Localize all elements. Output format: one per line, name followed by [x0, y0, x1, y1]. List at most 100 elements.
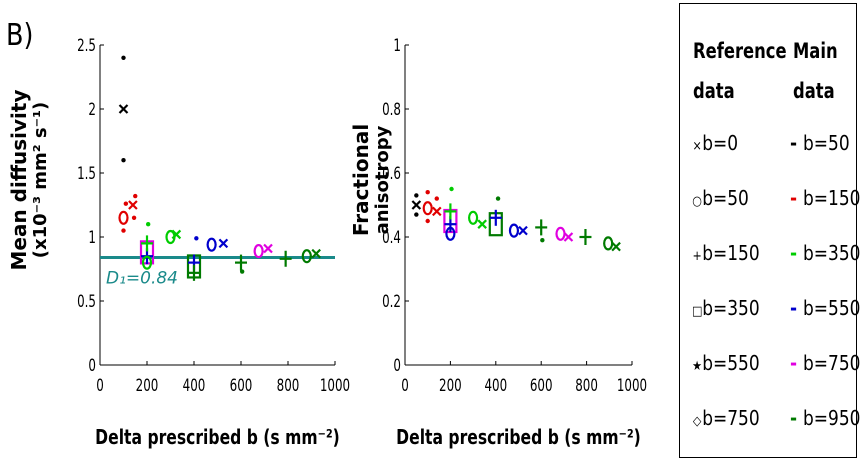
- legend-main-dash: -: [790, 186, 803, 210]
- y-tick-label: 2.5: [77, 36, 96, 56]
- dot-marker: [121, 55, 126, 60]
- legend-reference-item: ×b=0: [692, 132, 738, 158]
- legend-main-label: b=950: [802, 406, 861, 430]
- legend-reference-symbol: ◇: [692, 414, 702, 429]
- legend-reference-item: ★b=550: [692, 352, 760, 378]
- legend-main-item: - b=350: [790, 242, 860, 264]
- legend-reference-item: □b=350: [692, 297, 760, 323]
- x-marker: [563, 232, 574, 242]
- legend-reference-symbol: □: [692, 304, 703, 319]
- x-marker: [477, 219, 487, 229]
- x-tick-label: 800: [575, 376, 598, 396]
- dot-marker: [133, 193, 138, 199]
- circle-marker: [508, 223, 520, 238]
- circle-marker: [118, 210, 129, 225]
- dot-marker: [414, 193, 419, 198]
- x-marker: [118, 104, 129, 114]
- dot-marker: [495, 196, 501, 201]
- dot-marker: [239, 269, 245, 274]
- y-tick-label: 0.5: [77, 292, 96, 312]
- circle-marker: [253, 243, 264, 259]
- legend-reference-label: b=0: [702, 131, 739, 155]
- legend-reference-symbol: ×: [692, 139, 702, 154]
- legend-reference-label: b=550: [702, 351, 760, 375]
- legend-main-label: b=350: [802, 241, 861, 265]
- x-tick-label: 0: [96, 376, 104, 396]
- x-tick-label: 0: [401, 376, 409, 396]
- y-tick-label: 0: [88, 356, 96, 376]
- y-tick-label: 0.6: [382, 164, 401, 184]
- x-marker: [411, 200, 422, 210]
- legend-reference-symbol: +: [692, 249, 702, 264]
- legend-main-label: b=550: [802, 296, 861, 320]
- dot-marker: [194, 236, 199, 241]
- x-tick-label: 400: [183, 376, 206, 396]
- y-tick-label: 0.4: [382, 228, 401, 248]
- y-tick-label: 1.5: [77, 164, 96, 184]
- x-tick-label: 600: [230, 376, 253, 396]
- panel-label: B): [6, 18, 34, 53]
- dot-marker: [414, 212, 419, 217]
- legend-main-dash: -: [790, 131, 803, 155]
- legend: Reference data Main data ×b=0 ○b=50 +b=150…: [679, 3, 860, 458]
- fractional-anisotropy-chart: 0 200 400 600 800 1000 0 0.2 0.4 0.6 0.8 1 Delta pre…: [349, 36, 647, 450]
- legend-reference-symbol: ★: [692, 359, 703, 374]
- legend-reference-header: Reference data: [693, 39, 787, 103]
- legend-reference-symbol: ○: [692, 194, 702, 209]
- x-tick-label: 600: [530, 376, 553, 396]
- x-marker: [432, 206, 442, 217]
- x-marker: [128, 200, 138, 210]
- legend-reference-label: b=50: [702, 186, 749, 210]
- legend-main-item: - b=150: [790, 187, 860, 209]
- legend-main-label: b=150: [802, 186, 861, 210]
- dot-marker: [123, 201, 129, 206]
- legend-reference-item: ○b=50: [692, 187, 749, 213]
- y-axis-label-line1: Mean diffusivity: [7, 89, 31, 270]
- x-marker: [171, 229, 182, 240]
- x-marker: [311, 248, 321, 259]
- x-axis-label: Delta prescribed b (s mm⁻²): [396, 426, 641, 449]
- dot-marker: [425, 190, 430, 195]
- legend-main-header-line2: data: [793, 79, 835, 103]
- legend-reference-header-line2: data: [693, 79, 735, 103]
- y-axis-label-line2: anisotropy: [372, 125, 393, 234]
- x-tick-label: 800: [277, 376, 300, 396]
- legend-main-item: - b=550: [790, 297, 860, 319]
- circle-marker: [555, 226, 566, 241]
- dot-marker: [121, 228, 126, 233]
- x-tick-label: 400: [484, 376, 507, 396]
- legend-main-item: - b=50: [790, 132, 850, 154]
- y-tick-label: 1: [393, 36, 401, 56]
- legend-reference-header-line1: Reference: [693, 39, 787, 63]
- x-tick-label: 1000: [320, 376, 350, 396]
- dot-marker: [425, 218, 430, 224]
- dot-marker: [121, 158, 126, 163]
- legend-main-dash: -: [790, 296, 803, 320]
- legend-main-dash: -: [790, 351, 803, 375]
- mean-diffusivity-chart: 0 200 400 600 800 1000 0 0.5 1 1.5 2 2.5 D₁=0.84 Delt…: [7, 36, 350, 450]
- y-tick-label: 2: [88, 100, 96, 120]
- legend-reference-label: b=150: [702, 241, 760, 265]
- legend-main-label: b=50: [802, 131, 850, 155]
- reference-line-label: D₁=0.84: [106, 268, 178, 288]
- y-tick-label: 1: [88, 228, 96, 248]
- x-tick-label: 200: [439, 376, 462, 396]
- x-marker: [518, 225, 528, 236]
- dot-marker: [145, 222, 151, 227]
- legend-reference-item: ◇b=750: [692, 407, 760, 433]
- legend-main-dash: -: [790, 241, 803, 265]
- legend-main-header-line1: Main: [793, 39, 838, 63]
- y-tick-label: 0.8: [382, 100, 401, 120]
- x-marker: [263, 243, 273, 254]
- dot-marker: [540, 238, 545, 243]
- x-tick-label: 200: [136, 376, 159, 396]
- legend-reference-label: b=350: [702, 296, 760, 320]
- circle-marker: [422, 201, 433, 216]
- legend-reference-item: +b=150: [692, 241, 760, 268]
- x-marker: [611, 241, 621, 252]
- legend-main-item: - b=950: [790, 407, 860, 429]
- circle-marker: [445, 226, 456, 241]
- circle-marker: [468, 210, 479, 225]
- circle-marker: [603, 236, 614, 251]
- dot-marker: [131, 215, 137, 220]
